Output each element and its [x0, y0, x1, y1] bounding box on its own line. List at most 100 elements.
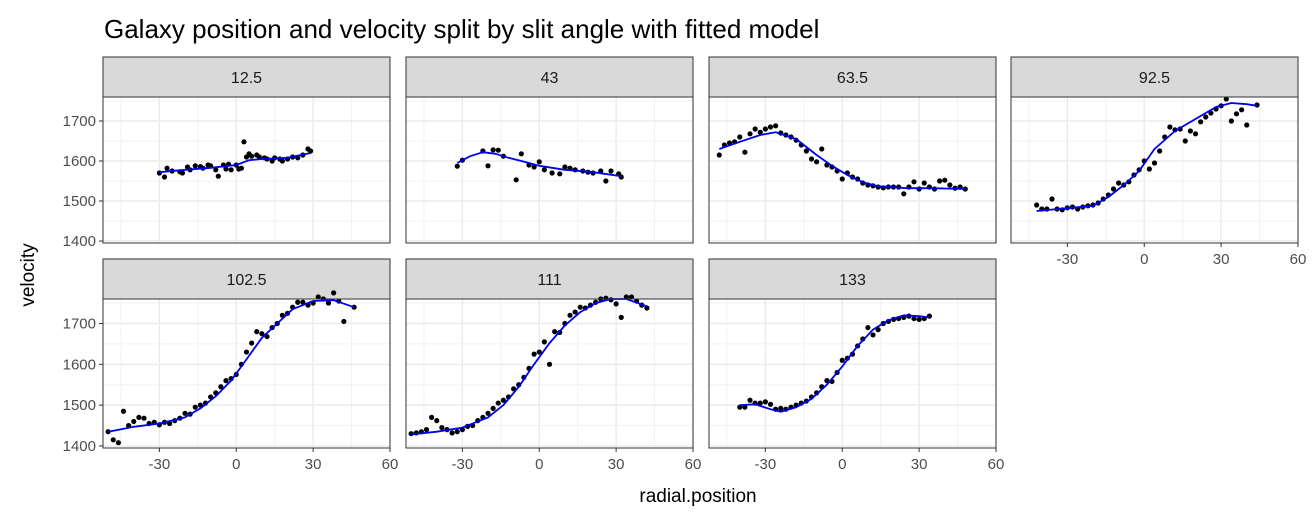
data-point: [223, 378, 229, 384]
data-point: [916, 316, 922, 323]
data-point: [737, 134, 743, 140]
data-point: [603, 178, 609, 184]
data-point: [1116, 180, 1122, 186]
data-point: [778, 405, 784, 412]
data-point: [485, 163, 491, 169]
data-point: [179, 170, 186, 176]
data-point: [531, 351, 537, 357]
data-point: [434, 418, 440, 424]
data-point: [243, 349, 250, 355]
data-point: [315, 294, 321, 300]
data-point: [141, 415, 147, 421]
data-point: [439, 424, 445, 431]
data-point: [259, 331, 265, 337]
data-point: [454, 429, 460, 435]
x-tick-label: -30: [452, 456, 474, 473]
facet-strip-label: 92.5: [1139, 70, 1170, 87]
facet-strip: [708, 258, 997, 300]
data-point: [1203, 114, 1209, 120]
x-axis-title: radial.position: [639, 486, 756, 507]
data-point: [1151, 160, 1158, 166]
y-tick-label: 1400: [63, 438, 96, 455]
data-point: [449, 430, 455, 436]
data-point: [331, 290, 337, 296]
facet-strip: [405, 56, 694, 98]
y-tick-label: 1600: [63, 153, 96, 170]
data-point: [803, 148, 809, 154]
data-point: [1187, 128, 1193, 134]
data-point: [901, 191, 907, 197]
data-point: [865, 324, 871, 331]
data-point: [423, 427, 430, 433]
facet-strip-label: 12.5: [231, 70, 262, 87]
facet-strip-label: 133: [839, 272, 866, 289]
data-point: [1192, 131, 1199, 137]
data-point: [241, 139, 247, 145]
data-point: [110, 437, 116, 443]
data-point: [762, 399, 768, 405]
data-point: [513, 177, 519, 183]
y-tick-label: 1500: [63, 193, 96, 210]
facet-strip-label: 63.5: [837, 70, 868, 87]
data-point: [223, 166, 229, 172]
y-tick-label: 1400: [63, 233, 96, 250]
data-point: [742, 149, 748, 155]
data-point: [1049, 196, 1055, 202]
panel-border: [405, 298, 694, 449]
data-point: [1034, 202, 1040, 208]
data-point: [839, 176, 845, 182]
x-tick-label: 60: [685, 456, 702, 473]
facet-strip-label: 43: [541, 70, 559, 87]
data-point: [249, 340, 255, 346]
data-point: [485, 410, 491, 416]
y-axis-title: velocity: [18, 243, 39, 307]
data-point: [608, 168, 614, 174]
data-point: [429, 414, 435, 420]
data-point: [757, 400, 763, 406]
data-point: [254, 329, 260, 335]
data-point: [921, 180, 927, 186]
data-point: [562, 164, 568, 170]
x-tick-label: 60: [1290, 251, 1307, 268]
facet-panel-133: 133 -30 0 30 60: [708, 258, 1004, 473]
data-point: [546, 361, 553, 367]
data-points: [454, 147, 624, 184]
data-point: [1182, 138, 1188, 144]
y-tick-label: 1500: [63, 397, 96, 414]
data-point: [454, 163, 460, 169]
data-point: [1233, 111, 1240, 117]
x-tick-label: 0: [535, 456, 543, 473]
data-point: [747, 397, 753, 403]
data-point: [490, 147, 496, 153]
data-point: [228, 167, 234, 173]
fitted-line: [739, 314, 930, 413]
data-point: [1146, 166, 1152, 172]
data-point: [752, 126, 758, 132]
data-point: [1110, 186, 1117, 192]
panel-border: [1010, 96, 1299, 244]
data-point: [1157, 148, 1163, 154]
data-point: [773, 123, 779, 129]
facet-strip: [102, 56, 391, 98]
data-point: [577, 304, 583, 310]
facet-strip: [708, 56, 997, 98]
data-point: [552, 329, 558, 335]
data-point: [161, 174, 168, 180]
data-point: [495, 400, 501, 406]
data-point: [1244, 122, 1250, 128]
data-point: [541, 339, 547, 345]
fitted-line: [719, 131, 966, 190]
gridlines: [1011, 97, 1299, 243]
x-tick-label: 30: [305, 456, 322, 473]
facet-panel-92.5: 92.5 -30 0 30 60: [1010, 56, 1307, 268]
gridlines: [709, 97, 997, 243]
data-point: [808, 156, 815, 162]
data-point: [937, 178, 943, 184]
data-point: [300, 299, 306, 305]
data-point: [531, 164, 537, 170]
facet-strip: [405, 258, 694, 300]
data-point: [747, 131, 753, 137]
data-point: [1239, 107, 1245, 113]
